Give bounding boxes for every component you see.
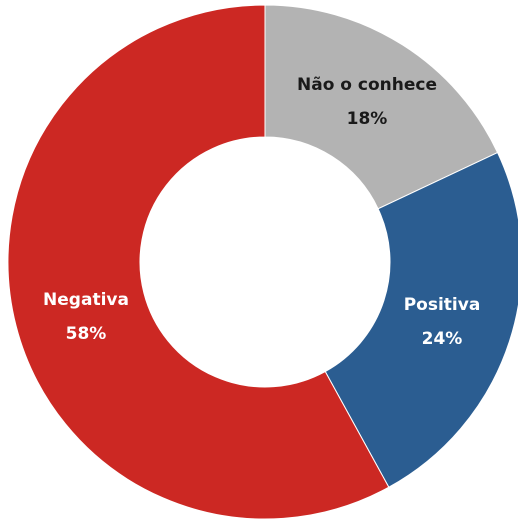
donut-segment <box>7 4 390 520</box>
category-label: Não o conhece <box>297 75 437 95</box>
value-label: 58% <box>66 324 107 344</box>
category-label: Positiva <box>404 295 481 315</box>
value-label: 18% <box>347 109 388 129</box>
category-label: Negativa <box>43 290 129 310</box>
donut-segment <box>264 4 499 210</box>
value-label: 24% <box>422 329 463 349</box>
donut-segment <box>324 151 518 488</box>
